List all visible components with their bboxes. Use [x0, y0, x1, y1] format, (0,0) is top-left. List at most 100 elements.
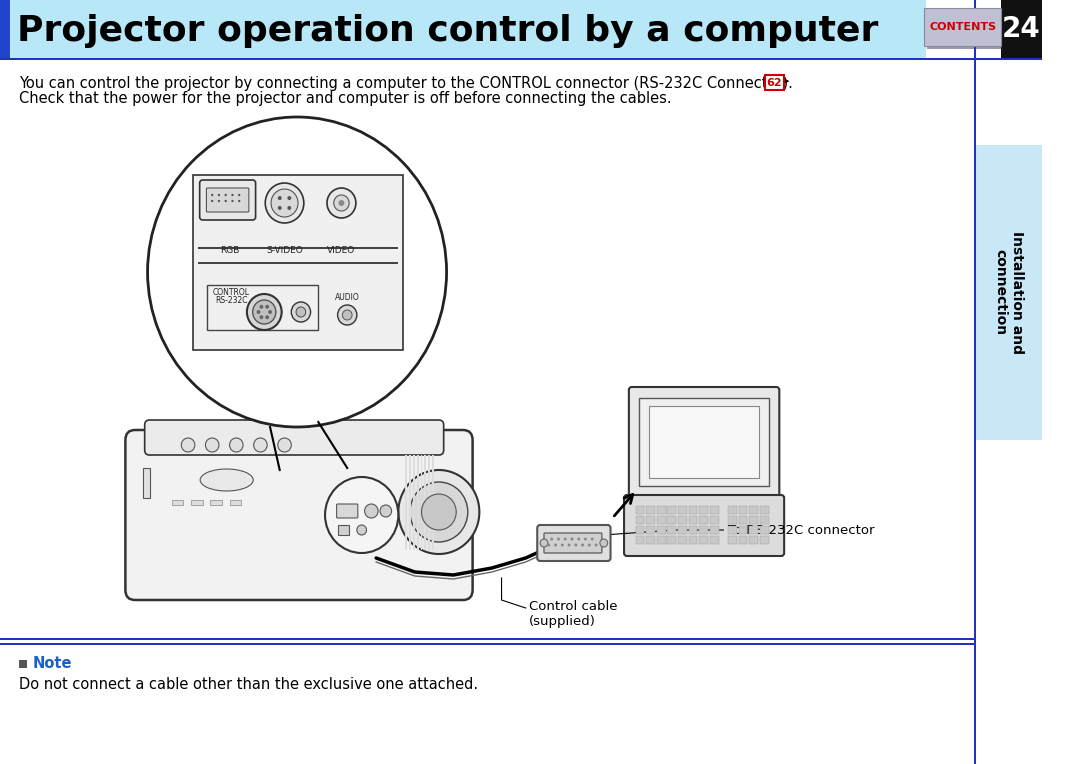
- Bar: [657, 526, 665, 534]
- Circle shape: [225, 194, 227, 196]
- Circle shape: [259, 316, 264, 319]
- Text: Installation and
connection: Installation and connection: [994, 231, 1024, 354]
- Bar: [667, 506, 676, 514]
- Circle shape: [287, 206, 292, 210]
- Bar: [667, 536, 676, 544]
- Bar: [699, 506, 708, 514]
- Bar: [0, 0, 10, 58]
- FancyBboxPatch shape: [207, 285, 319, 330]
- Circle shape: [266, 183, 303, 223]
- Circle shape: [421, 494, 456, 530]
- FancyBboxPatch shape: [206, 188, 248, 212]
- Bar: [636, 516, 645, 524]
- Text: RS-232C: RS-232C: [215, 296, 247, 305]
- FancyBboxPatch shape: [537, 525, 610, 561]
- FancyBboxPatch shape: [145, 420, 444, 455]
- Text: Note: Note: [32, 656, 72, 672]
- Ellipse shape: [200, 469, 253, 491]
- Circle shape: [268, 310, 272, 314]
- Text: Check that the power for the projector and computer is off before connecting the: Check that the power for the projector a…: [19, 91, 672, 106]
- Bar: [198, 247, 399, 248]
- Circle shape: [564, 538, 567, 540]
- Circle shape: [338, 305, 356, 325]
- Circle shape: [211, 194, 214, 196]
- Circle shape: [211, 200, 214, 202]
- Bar: [699, 516, 708, 524]
- Bar: [143, 468, 150, 498]
- Bar: [1001, 0, 1042, 58]
- Circle shape: [225, 200, 227, 202]
- Circle shape: [557, 538, 559, 540]
- Circle shape: [581, 543, 584, 546]
- Bar: [429, 455, 430, 550]
- Bar: [420, 455, 422, 550]
- Bar: [0, 0, 926, 58]
- Bar: [739, 526, 747, 534]
- Bar: [417, 455, 419, 550]
- Bar: [198, 262, 399, 264]
- Circle shape: [561, 543, 564, 546]
- Bar: [409, 455, 410, 550]
- Bar: [689, 536, 698, 544]
- Bar: [710, 526, 718, 534]
- Circle shape: [342, 310, 352, 320]
- Bar: [976, 145, 1042, 440]
- Circle shape: [218, 200, 220, 202]
- Circle shape: [253, 300, 275, 324]
- Circle shape: [266, 305, 269, 309]
- Circle shape: [259, 305, 264, 309]
- Bar: [710, 516, 718, 524]
- Circle shape: [548, 543, 550, 546]
- Bar: [760, 506, 769, 514]
- Bar: [0, 643, 974, 645]
- Bar: [927, 11, 1004, 49]
- Bar: [0, 58, 1042, 60]
- Circle shape: [278, 438, 292, 452]
- Circle shape: [334, 195, 349, 211]
- Circle shape: [595, 543, 597, 546]
- FancyBboxPatch shape: [337, 504, 357, 518]
- Bar: [657, 536, 665, 544]
- FancyBboxPatch shape: [624, 495, 784, 556]
- Bar: [728, 536, 737, 544]
- Bar: [689, 526, 698, 534]
- Text: 24: 24: [1002, 15, 1041, 43]
- Bar: [211, 500, 221, 505]
- Circle shape: [278, 206, 282, 210]
- Bar: [646, 516, 654, 524]
- Text: 62: 62: [767, 77, 782, 88]
- Bar: [172, 500, 184, 505]
- Bar: [728, 526, 737, 534]
- Circle shape: [599, 539, 608, 547]
- Bar: [191, 500, 203, 505]
- Text: To RS-232C connector: To RS-232C connector: [728, 523, 875, 536]
- FancyBboxPatch shape: [629, 387, 780, 501]
- Circle shape: [148, 117, 446, 427]
- FancyBboxPatch shape: [544, 533, 602, 553]
- Bar: [657, 506, 665, 514]
- Circle shape: [271, 189, 298, 217]
- Circle shape: [325, 477, 399, 553]
- Circle shape: [278, 196, 282, 200]
- Circle shape: [540, 539, 548, 547]
- Text: S-VIDEO: S-VIDEO: [266, 246, 302, 255]
- Bar: [750, 526, 758, 534]
- Bar: [0, 638, 974, 640]
- Bar: [230, 500, 241, 505]
- Circle shape: [338, 200, 345, 206]
- Circle shape: [578, 538, 580, 540]
- FancyBboxPatch shape: [765, 75, 784, 90]
- Bar: [636, 526, 645, 534]
- Text: VIDEO: VIDEO: [327, 246, 355, 255]
- Circle shape: [410, 482, 468, 542]
- Bar: [699, 526, 708, 534]
- Bar: [760, 526, 769, 534]
- Circle shape: [568, 543, 570, 546]
- Bar: [405, 455, 407, 550]
- Circle shape: [570, 538, 573, 540]
- Text: Projector operation control by a computer: Projector operation control by a compute…: [17, 14, 879, 48]
- Circle shape: [584, 538, 586, 540]
- Text: Do not connect a cable other than the exclusive one attached.: Do not connect a cable other than the ex…: [19, 677, 478, 692]
- Bar: [338, 525, 349, 535]
- Bar: [646, 536, 654, 544]
